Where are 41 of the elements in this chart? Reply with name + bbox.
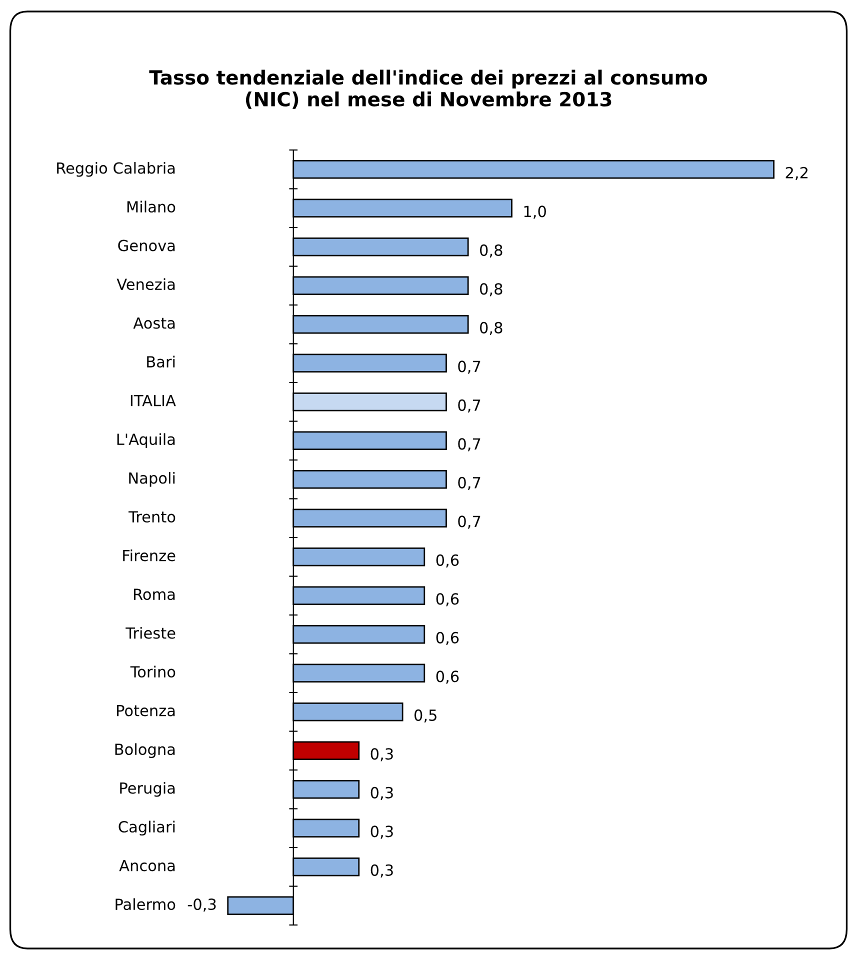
- y-tick-label: Bologna: [115, 743, 175, 758]
- y-tick-label: Aosta: [133, 317, 175, 329]
- data-label: 0,3: [370, 826, 393, 839]
- data-label: 0,3: [370, 864, 393, 878]
- data-label: 2,2: [786, 166, 808, 180]
- data-label: 0,7: [458, 438, 480, 452]
- data-label: 0,3: [370, 748, 393, 762]
- y-tick-label: Bari: [147, 356, 175, 368]
- y-tick-label: Torino: [130, 666, 176, 678]
- y-tick-label: Genova: [118, 240, 175, 252]
- y-tick-label: Potenza: [117, 704, 175, 716]
- y-tick-label: L'Aquila: [117, 433, 175, 448]
- y-tick-label: Trento: [128, 511, 176, 523]
- data-label: 0,6: [436, 593, 459, 606]
- data-label: 0,8: [480, 244, 502, 258]
- y-tick-label: Perugia: [120, 782, 175, 797]
- data-label: 0,8: [480, 322, 502, 336]
- y-tick-label: Venezia: [116, 278, 175, 290]
- data-label: 0,6: [436, 670, 459, 684]
- data-label: 0,5: [414, 709, 436, 723]
- y-tick-label: Milano: [127, 200, 176, 213]
- y-tick-label: Roma: [134, 588, 175, 600]
- y-tick-label: Firenze: [123, 549, 176, 562]
- data-label: 0,7: [458, 476, 480, 490]
- y-tick-label: ITALIA: [130, 394, 176, 406]
- data-label: -0,3: [188, 898, 216, 912]
- data-label: 0,3: [370, 786, 393, 800]
- data-label: 0,8: [480, 283, 502, 296]
- data-label: 0,6: [436, 554, 459, 568]
- y-tick-label: Trieste: [126, 626, 176, 639]
- y-tick-label: Ancona: [119, 860, 175, 872]
- y-tick-label: Cagliari: [118, 820, 175, 836]
- y-tick-label: Palermo: [116, 898, 176, 910]
- data-label: 0,7: [458, 360, 480, 374]
- data-label: 1,0: [524, 206, 546, 219]
- data-label: 0,7: [458, 516, 480, 529]
- data-label: 0,6: [436, 632, 459, 646]
- data-label: 0,7: [458, 399, 480, 413]
- y-tick-label: Napoli: [129, 472, 175, 487]
- y-tick-label: Reggio Calabria: [57, 162, 175, 177]
- chart-title: Tasso tendenziale dell'indice dei prezzi al consumo (NIC) nel mese di Novembre 2013: [149, 70, 708, 109]
